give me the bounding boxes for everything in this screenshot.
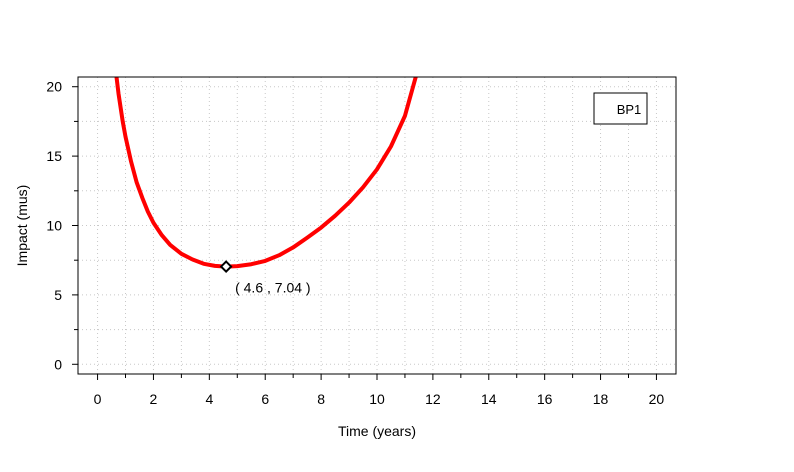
y-tick-label: 10 bbox=[46, 218, 62, 234]
x-tick-label: 6 bbox=[261, 391, 269, 407]
x-tick-label: 0 bbox=[94, 391, 102, 407]
y-tick-label: 5 bbox=[54, 287, 62, 303]
x-axis: 0 2 4 6 8 10 12 14 16 18 20 bbox=[94, 374, 665, 407]
y-axis: 0 5 10 15 20 bbox=[46, 79, 78, 372]
series-line bbox=[114, 77, 418, 269]
x-tick-label: 12 bbox=[425, 391, 441, 407]
x-tick-label: 4 bbox=[205, 391, 213, 407]
legend-entry-label: BP1 bbox=[617, 102, 642, 117]
x-axis-title: Time (years) bbox=[338, 423, 416, 439]
x-tick-label: 2 bbox=[150, 391, 158, 407]
y-axis-title: Impact (mus) bbox=[14, 185, 30, 267]
x-tick-label: 14 bbox=[481, 391, 497, 407]
legend: BP1 bbox=[593, 92, 648, 125]
min-point-marker bbox=[219, 260, 233, 273]
legend-box bbox=[593, 92, 648, 125]
y-tick-label: 15 bbox=[46, 148, 62, 164]
x-tick-label: 16 bbox=[537, 391, 553, 407]
series-layer bbox=[114, 77, 418, 269]
y-tick-label: 20 bbox=[46, 79, 62, 95]
x-tick-label: 8 bbox=[317, 391, 325, 407]
min-point-label: ( 4.6 , 7.04 ) bbox=[235, 280, 310, 296]
x-tick-label: 18 bbox=[593, 391, 609, 407]
y-tick-label: 0 bbox=[54, 356, 62, 372]
x-tick-label: 10 bbox=[369, 391, 385, 407]
grid bbox=[78, 77, 676, 374]
marker-layer: ( 4.6 , 7.04 ) bbox=[219, 260, 311, 296]
x-tick-label: 20 bbox=[649, 391, 665, 407]
